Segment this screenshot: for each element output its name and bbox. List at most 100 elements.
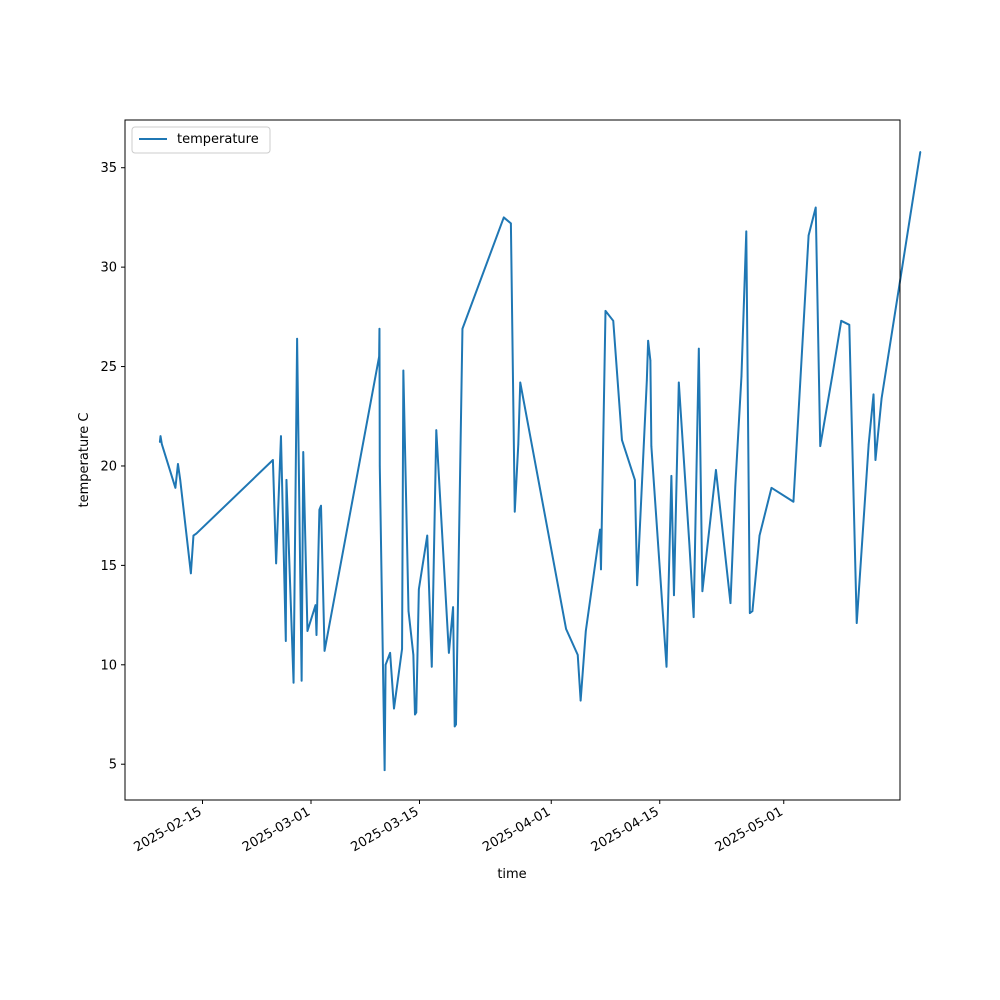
data-point xyxy=(320,504,322,507)
data-point xyxy=(678,381,680,384)
data-point xyxy=(670,475,673,477)
data-point xyxy=(612,320,615,322)
data-point xyxy=(510,222,512,225)
y-tick-label: 30 xyxy=(100,261,117,276)
data-point xyxy=(513,510,516,513)
data-point xyxy=(179,479,182,481)
data-point xyxy=(418,588,420,591)
y-axis-ticks: 5 10 15 20 25 30 35 xyxy=(100,161,125,773)
data-point xyxy=(378,327,381,330)
y-tick-label: 10 xyxy=(100,658,117,673)
data-point xyxy=(649,359,652,362)
data-point xyxy=(814,206,817,209)
data-point xyxy=(751,610,754,612)
data-point xyxy=(448,652,450,654)
data-point xyxy=(272,459,274,461)
data-point xyxy=(880,397,883,400)
data-point xyxy=(517,443,520,445)
y-tick-label: 5 xyxy=(109,758,117,773)
plot-area xyxy=(125,120,900,800)
data-point xyxy=(177,463,179,465)
data-point xyxy=(579,699,582,702)
data-point xyxy=(646,379,648,382)
data-point xyxy=(831,373,834,376)
data-point xyxy=(665,665,668,668)
data-point xyxy=(749,612,751,614)
data-point xyxy=(867,443,870,445)
legend-box xyxy=(131,126,271,154)
data-point xyxy=(323,650,326,652)
data-point xyxy=(426,534,429,537)
data-point xyxy=(740,375,743,378)
data-point xyxy=(650,445,653,447)
data-point xyxy=(159,435,162,437)
data-point xyxy=(673,594,675,596)
data-point xyxy=(401,648,403,650)
data-point xyxy=(600,568,602,571)
axes-background xyxy=(125,120,900,800)
data-point xyxy=(315,634,318,636)
data-point xyxy=(565,628,567,630)
data-point xyxy=(296,337,298,340)
data-point xyxy=(414,713,416,716)
data-point xyxy=(435,429,438,431)
y-tick-label: 35 xyxy=(100,161,117,176)
data-point xyxy=(402,369,405,372)
data-point xyxy=(292,681,295,684)
data-point xyxy=(734,485,737,487)
data-point xyxy=(874,459,877,461)
data-point xyxy=(745,230,748,233)
data-point xyxy=(729,602,732,604)
data-point xyxy=(919,151,922,153)
series-layer xyxy=(158,151,922,772)
data-point xyxy=(455,723,457,726)
y-tick-label: 15 xyxy=(100,559,117,574)
data-point xyxy=(280,435,282,437)
data-point xyxy=(855,622,858,624)
axes-frame xyxy=(124,119,901,801)
data-point xyxy=(161,443,163,445)
data-point xyxy=(715,469,717,471)
data-point xyxy=(383,769,386,771)
data-point xyxy=(461,327,464,330)
data-point xyxy=(872,393,875,396)
data-point xyxy=(621,439,623,441)
legend: temperature xyxy=(131,126,271,154)
data-point xyxy=(604,310,607,312)
data-point xyxy=(634,479,636,481)
data-point xyxy=(453,725,456,728)
data-point xyxy=(430,665,433,668)
data-point xyxy=(698,347,700,350)
data-point xyxy=(576,654,579,656)
data-point xyxy=(585,630,587,632)
data-point xyxy=(636,584,638,587)
data-point xyxy=(819,445,822,447)
data-point xyxy=(378,465,381,467)
y-tick-label: 25 xyxy=(100,360,117,375)
data-point xyxy=(415,711,418,714)
data-point xyxy=(452,606,454,608)
data-point xyxy=(302,451,305,453)
data-point xyxy=(840,320,843,322)
data-point xyxy=(285,640,287,642)
data-point xyxy=(314,604,317,606)
data-point xyxy=(393,707,395,710)
data-point xyxy=(519,381,522,384)
data-point xyxy=(389,652,391,654)
data-point xyxy=(701,590,704,593)
data-point xyxy=(275,562,277,565)
data-point xyxy=(285,479,288,481)
data-point xyxy=(190,572,192,575)
data-point xyxy=(378,355,380,358)
data-point xyxy=(599,528,601,531)
data-point xyxy=(192,534,195,537)
data-point xyxy=(688,544,691,547)
data-point xyxy=(159,441,161,443)
data-point xyxy=(692,616,695,618)
data-point xyxy=(306,630,309,632)
data-point xyxy=(807,234,810,237)
data-point xyxy=(792,500,795,503)
data-point xyxy=(300,679,303,682)
y-axis-label: temperature C xyxy=(77,413,92,508)
